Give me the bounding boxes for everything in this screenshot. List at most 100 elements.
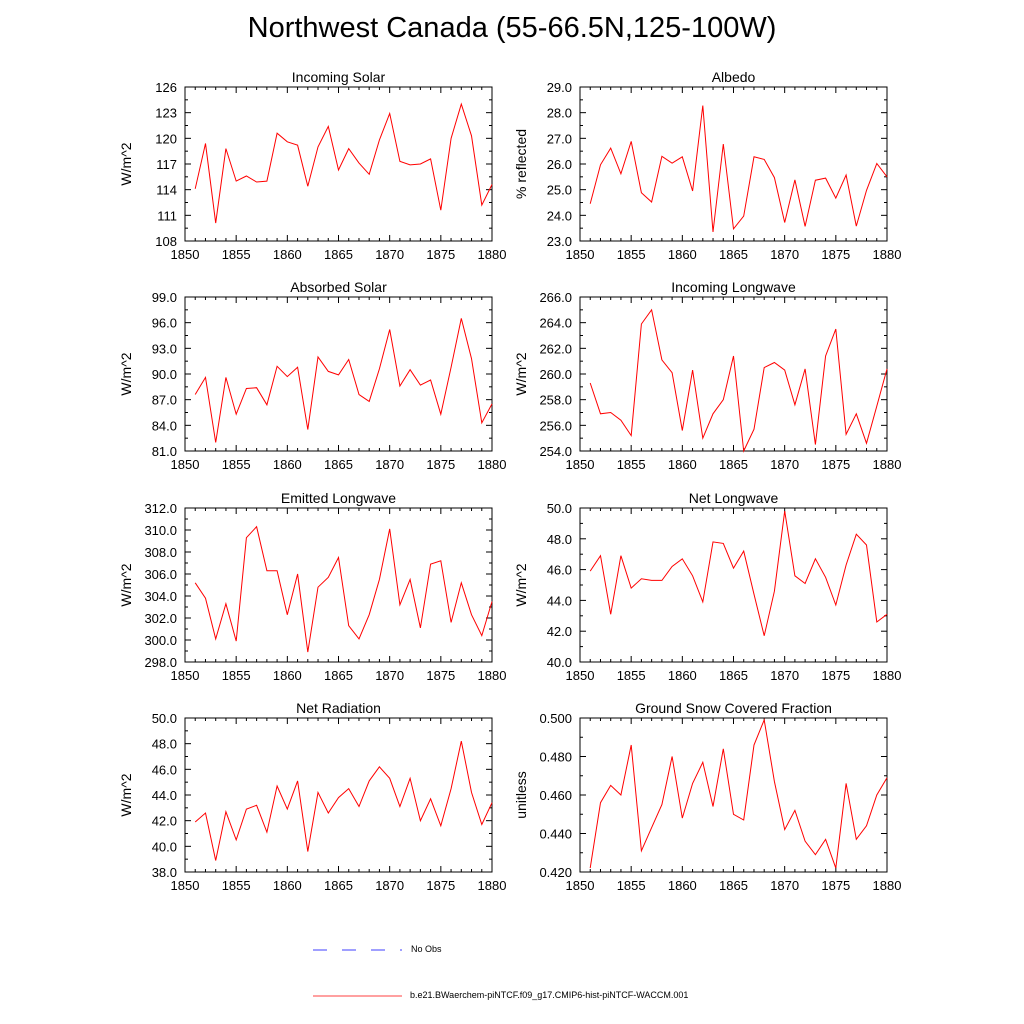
panel-4-title: Incoming Longwave <box>671 279 796 295</box>
panel-7-series-line <box>194 740 493 861</box>
panel-2-xtick-label: 1870 <box>770 247 799 262</box>
panel-2-ytick-label: 29.0 <box>547 80 572 95</box>
panel-8-ytick-label: 0.500 <box>539 711 572 726</box>
panel-4-xtick-label: 1860 <box>668 457 697 472</box>
panel-1-xtick-label: 1860 <box>273 247 302 262</box>
panel-4-xtick-label: 1850 <box>566 457 595 472</box>
panel-3-xtick-label: 1860 <box>273 457 302 472</box>
panel-1-title: Incoming Solar <box>292 69 386 85</box>
panel-8-xtick-label: 1875 <box>821 878 850 893</box>
panel-3-xtick-label: 1880 <box>478 457 507 472</box>
panel-2-ylabel: % reflected <box>513 129 529 199</box>
panel-1-ytick-label: 111 <box>157 208 177 223</box>
panel-5-xtick-label: 1850 <box>171 668 200 683</box>
panel-4-xtick-label: 1855 <box>617 457 646 472</box>
panel-6-ytick-label: 42.0 <box>547 624 572 639</box>
panel-6-xtick-label: 1865 <box>719 668 748 683</box>
panel-7-xtick-label: 1865 <box>324 878 353 893</box>
panel-4-xtick-label: 1870 <box>770 457 799 472</box>
panel-7-ytick-label: 44.0 <box>152 788 177 803</box>
panel-6-xtick-label: 1880 <box>873 668 902 683</box>
panel-6-xtick-label: 1860 <box>668 668 697 683</box>
panel-2-ytick-label: 28.0 <box>547 106 572 121</box>
panel-1-ytick-label: 126 <box>155 80 177 95</box>
panel-6-xtick-label: 1875 <box>821 668 850 683</box>
panel-3-ytick-label: 90.0 <box>152 367 177 382</box>
panel-4-ytick-label: 266.0 <box>539 290 572 305</box>
panel-2-ytick-label: 26.0 <box>547 157 572 172</box>
panel-4-series-line <box>589 308 888 453</box>
panel-1-ytick-label: 108 <box>155 234 177 249</box>
panel-3-xtick-label: 1875 <box>426 457 455 472</box>
panel-6-ytick-label: 50.0 <box>547 501 572 516</box>
panel-3-ytick-label: 96.0 <box>152 316 177 331</box>
panel-1-xtick-label: 1870 <box>375 247 404 262</box>
panel-8-xtick-label: 1880 <box>873 878 902 893</box>
panel-4-ytick-label: 258.0 <box>539 393 572 408</box>
panel-7-xtick-label: 1860 <box>273 878 302 893</box>
panel-3-xtick-label: 1865 <box>324 457 353 472</box>
panel-5-ytick-label: 300.0 <box>144 633 177 648</box>
panel-2-xtick-label: 1875 <box>821 247 850 262</box>
panel-8-xtick-label: 1850 <box>566 878 595 893</box>
panel-2-ytick-label: 27.0 <box>547 131 572 146</box>
panel-3-ytick-label: 87.0 <box>152 393 177 408</box>
panel-4-ytick-label: 254.0 <box>539 444 572 459</box>
panel-6-xtick-label: 1850 <box>566 668 595 683</box>
panel-2-ytick-label: 24.0 <box>547 208 572 223</box>
panel-7-xtick-label: 1880 <box>478 878 507 893</box>
panel-4-xtick-label: 1875 <box>821 457 850 472</box>
panel-5-xtick-label: 1875 <box>426 668 455 683</box>
panel-6-ytick-label: 44.0 <box>547 593 572 608</box>
panel-7-ytick-label: 50.0 <box>152 711 177 726</box>
panel-1-ytick-label: 123 <box>155 106 177 121</box>
panel-7-xtick-label: 1870 <box>375 878 404 893</box>
panel-2-xtick-label: 1855 <box>617 247 646 262</box>
panel-7-ytick-label: 42.0 <box>152 814 177 829</box>
panel-1-ytick-label: 120 <box>155 131 177 146</box>
panel-2-xtick-label: 1865 <box>719 247 748 262</box>
panel-5-ytick-label: 308.0 <box>144 545 177 560</box>
panel-5-ytick-label: 302.0 <box>144 611 177 626</box>
panel-4-xtick-label: 1865 <box>719 457 748 472</box>
panel-5-series-line <box>194 525 493 653</box>
panel-7-ytick-label: 46.0 <box>152 762 177 777</box>
panel-3-xtick-label: 1855 <box>222 457 251 472</box>
panel-4-ytick-label: 260.0 <box>539 367 572 382</box>
panel-5-xtick-label: 1865 <box>324 668 353 683</box>
panel-8-ylabel: unitless <box>513 771 529 818</box>
panel-2-ytick-label: 25.0 <box>547 183 572 198</box>
panel-5-xtick-label: 1880 <box>478 668 507 683</box>
panel-2-xtick-label: 1850 <box>566 247 595 262</box>
panel-7-xtick-label: 1855 <box>222 878 251 893</box>
panel-7-ytick-label: 38.0 <box>152 865 177 880</box>
panel-2-ytick-label: 23.0 <box>547 234 572 249</box>
panel-5-xtick-label: 1860 <box>273 668 302 683</box>
panel-1-xtick-label: 1850 <box>171 247 200 262</box>
panel-1-xtick-label: 1880 <box>478 247 507 262</box>
panel-5-ylabel: W/m^2 <box>118 563 134 606</box>
panel-8-xtick-label: 1855 <box>617 878 646 893</box>
panel-1-ytick-label: 114 <box>156 183 177 198</box>
panel-3-ytick-label: 81.0 <box>152 444 177 459</box>
panel-7-ytick-label: 40.0 <box>152 839 177 854</box>
panel-4-ytick-label: 262.0 <box>539 341 572 356</box>
panel-2-xtick-label: 1860 <box>668 247 697 262</box>
panel-7-ylabel: W/m^2 <box>118 773 134 816</box>
panel-6-xtick-label: 1855 <box>617 668 646 683</box>
panel-8-xtick-label: 1865 <box>719 878 748 893</box>
panel-4-xtick-label: 1880 <box>873 457 902 472</box>
panel-3-ytick-label: 93.0 <box>152 341 177 356</box>
panel-5-xtick-label: 1870 <box>375 668 404 683</box>
panel-5-ytick-label: 298.0 <box>144 655 177 670</box>
panel-8-xtick-label: 1870 <box>770 878 799 893</box>
panel-2-series-line <box>589 105 888 233</box>
panel-5-ytick-label: 310.0 <box>144 523 177 538</box>
panel-7-xtick-label: 1875 <box>426 878 455 893</box>
legend-no-obs-label: No Obs <box>411 944 442 954</box>
legend-model-label: b.e21.BWaerchem-piNTCF.f09_g17.CMIP6-his… <box>410 990 689 1000</box>
panel-6-xtick-label: 1870 <box>770 668 799 683</box>
panel-6-ytick-label: 46.0 <box>547 563 572 578</box>
panel-5-ytick-label: 306.0 <box>144 567 177 582</box>
